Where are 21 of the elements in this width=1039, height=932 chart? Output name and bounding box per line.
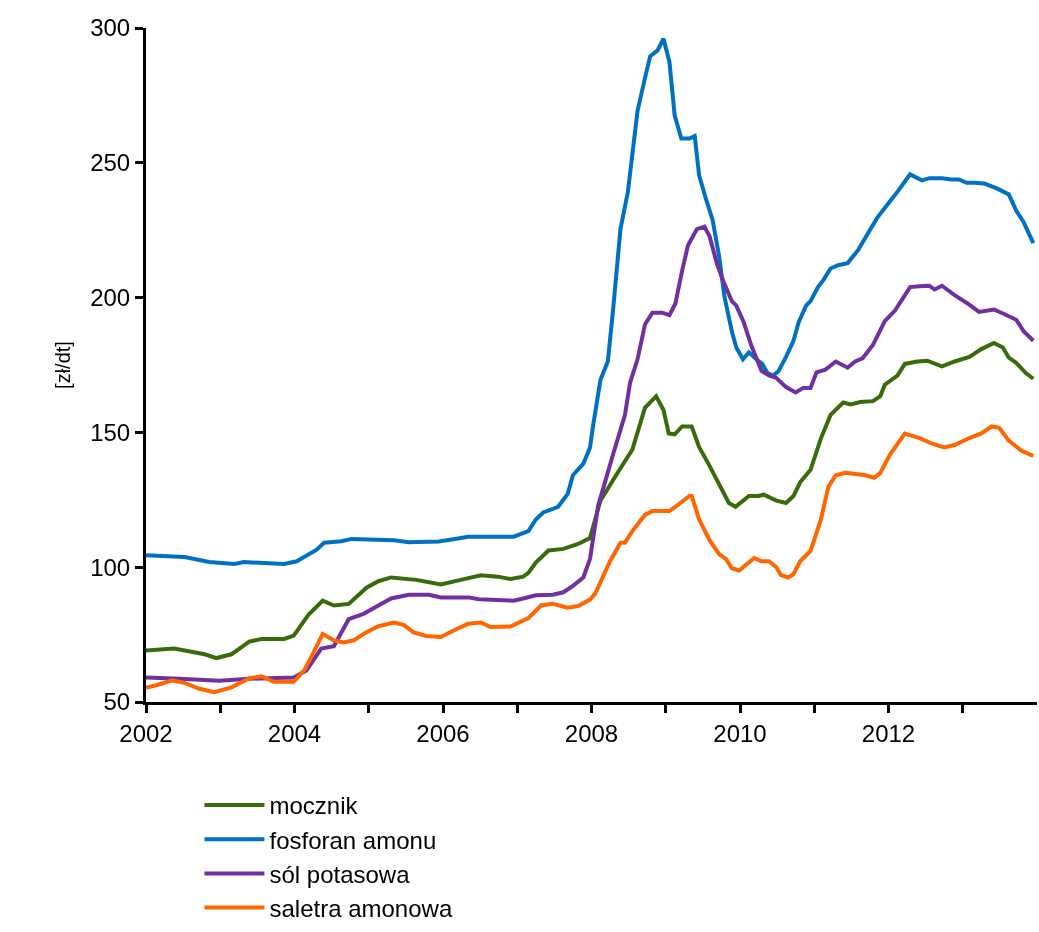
line-series [146, 224, 1036, 683]
line-series [146, 340, 1036, 661]
line-series [146, 36, 1036, 566]
x-tick-label: 2010 [713, 719, 767, 747]
legend-label: mocznik [269, 792, 359, 820]
y-tick-label: 100 [90, 553, 131, 581]
x-tick-label: 2006 [416, 719, 470, 747]
x-tick-label: 2008 [564, 719, 619, 747]
y-tick-label: 300 [90, 14, 131, 42]
legend-label: saletra amonowa [269, 894, 453, 922]
line-series [146, 424, 1036, 695]
legend-label: fosforan amonu [269, 826, 437, 854]
x-tick-label: 2002 [119, 719, 173, 747]
y-tick-label: 200 [90, 284, 131, 311]
y-tick-label: 150 [90, 418, 131, 446]
y-tick-label: 50 [103, 688, 131, 716]
legend-label: sól potasowa [269, 860, 411, 888]
y-axis-title: [zł/dt] [51, 341, 74, 389]
x-tick-label: 2012 [861, 719, 916, 747]
x-tick-label: 2004 [267, 719, 322, 747]
y-tick-label: 250 [90, 149, 131, 177]
